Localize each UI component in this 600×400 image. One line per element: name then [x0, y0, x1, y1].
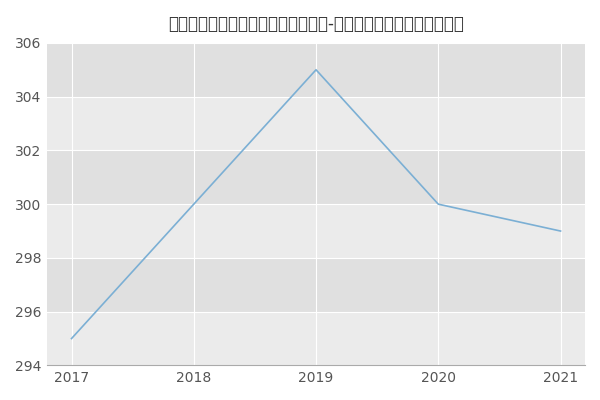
Bar [47, 312, 585, 366]
Bar [47, 97, 585, 150]
Bar [47, 43, 585, 97]
Bar [47, 204, 585, 258]
Bar [47, 150, 585, 204]
Bar [47, 258, 585, 312]
Title: 南通大学医学院、药学院神经病学（-历年复试）研究生录取分数线: 南通大学医学院、药学院神经病学（-历年复试）研究生录取分数线 [168, 15, 464, 33]
